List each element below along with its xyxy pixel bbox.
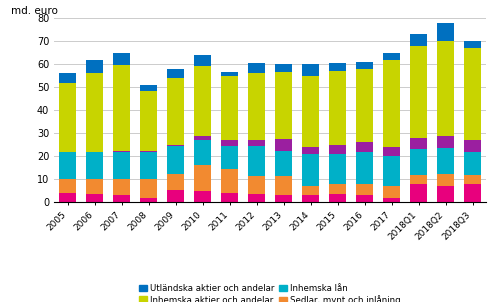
Bar: [383, 59, 400, 147]
Bar: [248, 73, 265, 140]
Bar: [329, 184, 346, 194]
Bar: [437, 41, 454, 136]
Bar: [275, 72, 292, 139]
Bar: [383, 147, 400, 156]
Bar: [329, 194, 346, 202]
Bar: [356, 152, 373, 184]
Bar: [410, 184, 427, 202]
Bar: [140, 150, 157, 152]
Bar: [194, 66, 211, 136]
Bar: [221, 146, 238, 169]
Bar: [248, 176, 265, 194]
Bar: [221, 72, 238, 76]
Bar: [113, 152, 130, 179]
Bar: [464, 175, 481, 184]
Bar: [59, 179, 76, 193]
Bar: [140, 152, 157, 179]
Bar: [437, 136, 454, 148]
Bar: [356, 184, 373, 195]
Bar: [383, 186, 400, 198]
Bar: [113, 195, 130, 202]
Bar: [437, 148, 454, 174]
Bar: [356, 195, 373, 202]
Bar: [248, 140, 265, 146]
Bar: [383, 198, 400, 202]
Bar: [248, 63, 265, 73]
Bar: [464, 48, 481, 140]
Bar: [167, 78, 184, 145]
Bar: [221, 140, 238, 146]
Bar: [410, 138, 427, 149]
Bar: [329, 63, 346, 71]
Bar: [275, 176, 292, 195]
Bar: [86, 194, 103, 202]
Bar: [221, 169, 238, 193]
Bar: [194, 55, 211, 66]
Bar: [275, 139, 292, 150]
Bar: [302, 64, 319, 76]
Bar: [275, 150, 292, 176]
Bar: [437, 23, 454, 41]
Bar: [356, 62, 373, 69]
Bar: [113, 53, 130, 65]
Bar: [167, 190, 184, 202]
Bar: [221, 193, 238, 202]
Bar: [410, 34, 427, 46]
Bar: [275, 195, 292, 202]
Bar: [275, 64, 292, 72]
Bar: [86, 59, 103, 73]
Bar: [59, 83, 76, 152]
Legend: Utländska aktier och andelar, Inhemska aktier och andelar, Utländska lån, Inhems: Utländska aktier och andelar, Inhemska a…: [139, 284, 401, 302]
Bar: [86, 73, 103, 152]
Bar: [167, 145, 184, 146]
Bar: [464, 41, 481, 48]
Bar: [410, 175, 427, 184]
Bar: [329, 145, 346, 154]
Bar: [59, 73, 76, 82]
Bar: [383, 53, 400, 59]
Bar: [59, 193, 76, 202]
Bar: [302, 195, 319, 202]
Bar: [248, 146, 265, 176]
Bar: [464, 184, 481, 202]
Bar: [464, 140, 481, 152]
Bar: [194, 140, 211, 165]
Bar: [383, 156, 400, 186]
Bar: [140, 85, 157, 91]
Bar: [302, 147, 319, 154]
Bar: [221, 76, 238, 140]
Bar: [410, 46, 427, 138]
Bar: [356, 143, 373, 152]
Bar: [86, 152, 103, 179]
Bar: [329, 71, 346, 145]
Bar: [167, 174, 184, 190]
Bar: [113, 150, 130, 152]
Bar: [140, 91, 157, 150]
Bar: [194, 191, 211, 202]
Bar: [113, 179, 130, 195]
Bar: [140, 198, 157, 202]
Bar: [194, 165, 211, 191]
Bar: [329, 154, 346, 184]
Bar: [464, 152, 481, 175]
Bar: [113, 65, 130, 150]
Bar: [140, 179, 157, 198]
Bar: [437, 174, 454, 186]
Bar: [356, 69, 373, 143]
Bar: [248, 194, 265, 202]
Bar: [302, 154, 319, 186]
Bar: [167, 146, 184, 174]
Bar: [302, 76, 319, 147]
Bar: [59, 152, 76, 179]
Bar: [302, 186, 319, 195]
Bar: [167, 69, 184, 78]
Text: md. euro: md. euro: [11, 6, 57, 16]
Bar: [86, 179, 103, 194]
Bar: [437, 186, 454, 202]
Bar: [194, 136, 211, 140]
Bar: [410, 149, 427, 175]
